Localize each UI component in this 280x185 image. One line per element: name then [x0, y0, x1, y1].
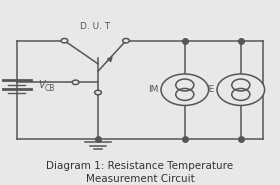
Text: IM: IM [148, 85, 158, 94]
Text: D. U. T: D. U. T [80, 21, 110, 31]
Circle shape [161, 74, 209, 105]
Circle shape [95, 90, 101, 95]
Text: Diagram 1: Resistance Temperature
Measurement Circuit: Diagram 1: Resistance Temperature Measur… [46, 161, 234, 184]
Circle shape [72, 80, 79, 85]
Text: V: V [38, 80, 45, 90]
Circle shape [123, 38, 129, 43]
Text: IE: IE [206, 85, 214, 94]
Circle shape [61, 38, 68, 43]
Text: CB: CB [45, 84, 55, 93]
Circle shape [217, 74, 265, 105]
